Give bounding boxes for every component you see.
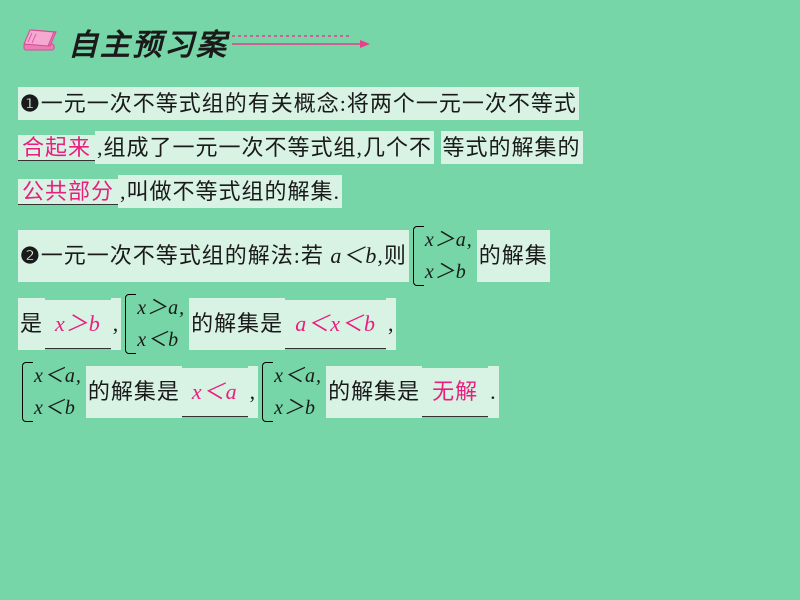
- s2-text1: 一元一次不等式组的解法:若: [41, 243, 324, 268]
- s2-line2: 是 x＞b , x＞a, x＜b 的解集是 a＜x＜b ,: [18, 292, 782, 356]
- s2-text6: 的解集是: [189, 298, 285, 350]
- s1-text3: ,叫做不等式组的解集.: [118, 175, 342, 208]
- system-3: x＜a, x＜b: [22, 360, 82, 424]
- s2-text9: ,: [248, 366, 259, 418]
- sys4-r2: x＞b: [274, 392, 322, 424]
- s1-answer1: 合起来: [18, 135, 95, 161]
- s1-answer2: 公共部分: [18, 179, 118, 205]
- section-2: ❷一元一次不等式组的解法:若 a＜b,则 x＞a, x＞b 的解集 是 x＞b …: [18, 224, 782, 424]
- s2-text3: 的解集: [477, 230, 550, 282]
- s1-text1: 一元一次不等式组的有关概念:将两个一元一次不等式: [41, 91, 577, 116]
- s2-ans3: x＜a: [182, 368, 248, 417]
- s2-text5: ,: [111, 298, 122, 350]
- s2-line1: ❷一元一次不等式组的解法:若 a＜b,则 x＞a, x＞b 的解集: [18, 224, 782, 288]
- header-title: 自主预习案: [68, 20, 228, 64]
- book-icon: [18, 22, 62, 63]
- s2-text10: 的解集是: [326, 366, 422, 418]
- s2-ans4: 无解: [422, 368, 488, 417]
- s1-text2: ,组成了一元一次不等式组,几个不: [95, 131, 434, 164]
- content: ❶一元一次不等式组的有关概念:将两个一元一次不等式 合起来,组成了一元一次不等式…: [18, 82, 782, 424]
- s2-ans2: a＜x＜b: [285, 300, 386, 349]
- sys1-r1: x＞a,: [425, 224, 473, 256]
- system-1: x＞a, x＞b: [413, 224, 473, 288]
- s1-text2b: 等式的解集的: [441, 131, 583, 164]
- sys3-r2: x＜b: [34, 392, 82, 424]
- page-container: 自主预习案 ❶一元一次不等式组的有关概念:将两个一元一次不等式 合起来,组成了一…: [0, 0, 800, 454]
- section-1: ❶一元一次不等式组的有关概念:将两个一元一次不等式 合起来,组成了一元一次不等式…: [18, 82, 782, 214]
- header: 自主预习案: [18, 20, 782, 64]
- s2-line3: x＜a, x＜b 的解集是 x＜a , x＜a, x＞b 的解集是 无解 .: [18, 360, 782, 424]
- sys4-r1: x＜a,: [274, 360, 322, 392]
- sys3-r1: x＜a,: [34, 360, 82, 392]
- s2-cond: a＜b: [330, 243, 377, 268]
- sys2-r2: x＜b: [137, 324, 185, 356]
- s2-text11: .: [488, 366, 499, 418]
- s2-text8: 的解集是: [86, 366, 182, 418]
- bullet-2-icon: ❷: [20, 243, 41, 268]
- s2-text4: 是: [18, 298, 45, 350]
- sys1-r2: x＞b: [425, 256, 473, 288]
- sys2-r1: x＞a,: [137, 292, 185, 324]
- s2-text2: ,则: [377, 243, 407, 268]
- system-4: x＜a, x＞b: [262, 360, 322, 424]
- bullet-1-icon: ❶: [20, 91, 41, 116]
- s2-text7: ,: [386, 298, 397, 350]
- system-2: x＞a, x＜b: [125, 292, 185, 356]
- arrow-icon: [232, 30, 372, 55]
- s2-ans1: x＞b: [45, 300, 111, 349]
